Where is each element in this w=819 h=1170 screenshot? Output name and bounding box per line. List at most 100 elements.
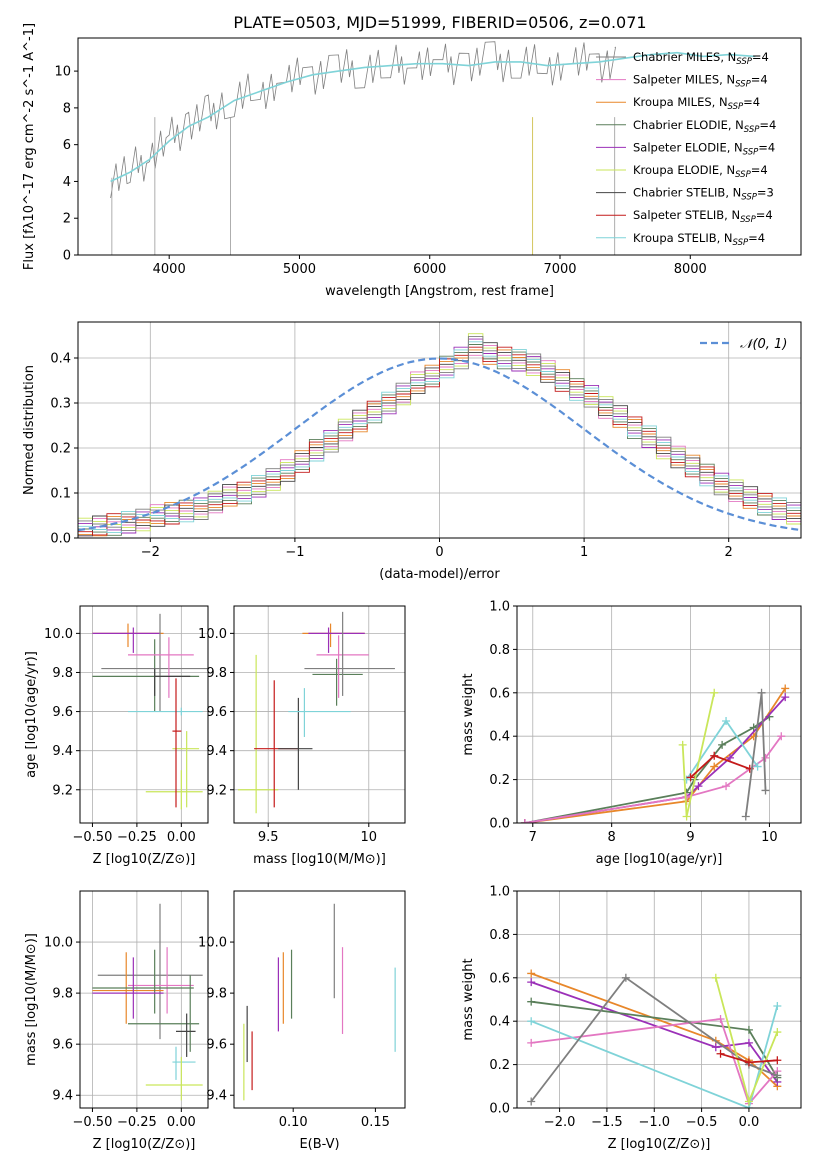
legend-entry: 𝒩(0, 1): [740, 337, 787, 352]
legend-entry: Chabrier STELIB, NSSP=3: [633, 186, 774, 203]
weight_vs_Z-panel: −2.0 −1.5 −1.0 −0.5 0.0 0.0 0.2 0.4 0.6 0.8 1.0 Z […: [461, 885, 802, 1152]
mass_vs_ebv-frame: [233, 890, 406, 1109]
weight-marker: [726, 753, 734, 762]
residuals-plot-area: [78, 333, 801, 537]
spectrum-plot-area: [110, 41, 756, 255]
weight-marker: [527, 1038, 536, 1047]
legend-entry: Chabrier MILES, NSSP=4: [633, 50, 769, 67]
x-tick-label: −0.5: [686, 1115, 718, 1130]
y-tick-label: 0.6: [489, 971, 510, 986]
weight-marker: [682, 792, 691, 801]
y-tick-label: 0.0: [489, 817, 510, 832]
y-tick-label: 0.1: [50, 487, 71, 502]
x-tick-label: 8000: [674, 262, 707, 277]
y-tick-label: 10: [54, 65, 71, 80]
y-tick-label: 9.8: [206, 666, 227, 681]
weight-marker: [621, 973, 630, 982]
weight-marker: [781, 693, 790, 702]
y-tick-label: 9.4: [206, 1089, 227, 1104]
mass_vs_Z-plot-area: [92, 903, 203, 1101]
x-tick-label: −0.50: [73, 1115, 113, 1130]
weight-line: [531, 1018, 778, 1106]
age_vs_mass-panel: 9.5 10 9.2 9.4 9.6 9.8 10.0 mass [log10(M/M⊙)]: [198, 605, 406, 867]
y-axis-label: Flux [fλ10^-17 erg cm^-2 s^-1 A^-1]: [22, 23, 37, 270]
x-axis-label: age [log10(age/yr)]: [596, 852, 723, 867]
weight-marker: [741, 812, 750, 821]
mass_vs_Z-panel: −0.50 −0.25 0.00 9.4 9.6 9.8 10.0 Z [log10(Z/Z⊙…: [24, 890, 209, 1152]
y-tick-label: 0.8: [489, 928, 510, 943]
x-tick-label: 8: [608, 830, 616, 845]
y-tick-label: 0.4: [489, 1015, 510, 1030]
spectrum-frame: [77, 37, 802, 256]
x-tick-label: 1: [580, 545, 588, 560]
y-axis-label: mass weight: [461, 673, 476, 755]
y-tick-label: 0.2: [50, 442, 71, 457]
weight-marker: [722, 717, 731, 726]
y-tick-label: 9.6: [52, 1038, 73, 1053]
spectrum-panel: 4000 5000 6000 7000 8000 0 2 4 6 8 10 wavelength [A…: [22, 23, 802, 299]
weight-marker: [744, 1025, 753, 1034]
y-axis-label: Normed distribution: [22, 365, 37, 495]
residual-histogram: [78, 338, 801, 534]
mass_vs_ebv-panel: 0.10 0.15 9.4 9.6 9.8 10.0 E(B-V): [198, 890, 406, 1152]
weight-line: [530, 972, 778, 1087]
y-tick-label: 1.0: [489, 600, 510, 615]
y-tick-label: 10.0: [198, 627, 227, 642]
legend-entry: Kroupa ELODIE, NSSP=4: [633, 163, 768, 180]
x-tick-label: 0.0: [739, 1115, 760, 1130]
x-tick-label: 0.15: [361, 1115, 390, 1130]
x-tick-label: −0.25: [117, 830, 157, 845]
x-axis-label: (data-model)/error: [379, 567, 500, 582]
weight-line: [530, 981, 779, 1083]
x-tick-label: 0.00: [167, 830, 196, 845]
weight-line: [530, 976, 778, 1103]
x-tick-label: 6000: [413, 262, 446, 277]
x-axis-label: Z [log10(Z/Z⊙)]: [93, 852, 196, 867]
y-axis-label: mass weight: [461, 958, 476, 1040]
weight-marker: [744, 1038, 753, 1047]
age_vs_mass-plot-area: [238, 611, 395, 814]
mass_vs_ebv-plot-area: [243, 903, 396, 1101]
residual-histogram: [78, 341, 801, 534]
weight-marker: [520, 819, 529, 823]
weight-marker: [711, 973, 720, 982]
age_vs_Z-plot-area: [92, 613, 208, 810]
weight-line: [681, 692, 716, 817]
x-tick-label: −0.50: [73, 830, 113, 845]
x-tick-label: 5000: [283, 262, 316, 277]
y-tick-label: 0.4: [489, 730, 510, 745]
y-tick-label: 4: [63, 175, 71, 190]
legend-entry: Chabrier ELODIE, NSSP=4: [633, 118, 776, 135]
y-tick-label: 9.4: [206, 744, 227, 759]
x-tick-label: −2: [141, 545, 160, 560]
y-tick-label: 9.6: [52, 705, 73, 720]
residuals-panel: −2 −1 0 1 2 0.0 0.1 0.2 0.3 0.4 (data-model)/error…: [22, 321, 802, 582]
weight-marker: [527, 1097, 536, 1106]
weight_vs_age-plot-area: [520, 684, 790, 823]
x-axis-label: Z [log10(Z/Z⊙)]: [93, 1137, 196, 1152]
x-tick-label: −0.25: [117, 1115, 157, 1130]
weight-marker: [773, 1071, 782, 1080]
spectrum-model-line: [110, 51, 756, 183]
y-tick-label: 1.0: [489, 885, 510, 900]
weight-line: [530, 1005, 779, 1108]
legend-entry: Salpeter MILES, NSSP=4: [633, 73, 768, 90]
weight-marker: [527, 1017, 536, 1026]
y-tick-label: 0.0: [489, 1102, 510, 1117]
weight-marker: [761, 753, 770, 762]
y-tick-label: 0.8: [489, 643, 510, 658]
y-tick-label: 9.8: [206, 987, 227, 1002]
x-axis-label: mass [log10(M/M⊙)]: [253, 852, 386, 867]
weight-marker: [682, 812, 691, 821]
x-tick-label: 7: [529, 830, 537, 845]
y-tick-label: 9.2: [52, 783, 73, 798]
x-tick-label: −1.5: [591, 1115, 623, 1130]
y-axis-label: age [log10(age/yr)]: [24, 651, 39, 778]
age_vs_mass-frame: [233, 605, 406, 824]
y-tick-label: 10.0: [198, 936, 227, 951]
weight-marker: [716, 1049, 725, 1058]
y-tick-label: 9.6: [206, 705, 227, 720]
weight-marker: [710, 688, 719, 697]
weight-marker: [761, 786, 770, 795]
